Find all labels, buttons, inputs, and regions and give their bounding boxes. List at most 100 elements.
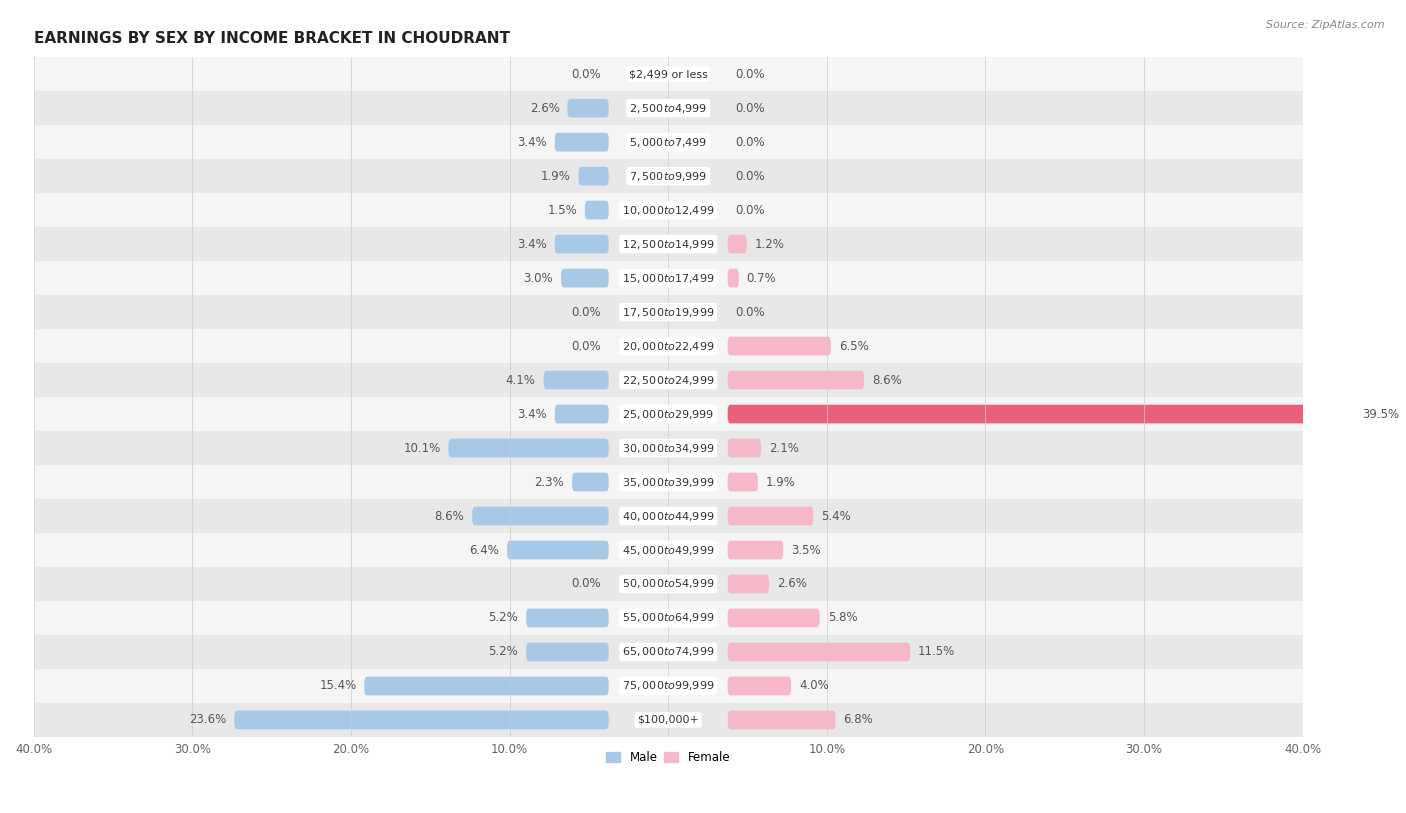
Text: $10,000 to $12,499: $10,000 to $12,499 — [621, 203, 714, 216]
Text: 0.0%: 0.0% — [735, 306, 765, 319]
Text: 0.0%: 0.0% — [735, 170, 765, 183]
Text: 0.0%: 0.0% — [735, 136, 765, 149]
Text: $40,000 to $44,999: $40,000 to $44,999 — [621, 510, 714, 523]
Text: 3.4%: 3.4% — [517, 136, 547, 149]
Text: $55,000 to $64,999: $55,000 to $64,999 — [621, 611, 714, 624]
FancyBboxPatch shape — [572, 472, 609, 491]
Text: 3.0%: 3.0% — [523, 272, 553, 285]
Bar — [34, 635, 1303, 669]
Text: $20,000 to $22,499: $20,000 to $22,499 — [621, 340, 714, 353]
Text: 2.6%: 2.6% — [530, 102, 560, 115]
Text: $50,000 to $54,999: $50,000 to $54,999 — [621, 577, 714, 590]
Text: 0.0%: 0.0% — [735, 67, 765, 80]
Bar — [34, 465, 1303, 499]
Text: 1.2%: 1.2% — [755, 237, 785, 250]
Bar — [34, 57, 1303, 91]
FancyBboxPatch shape — [728, 575, 769, 593]
FancyBboxPatch shape — [578, 167, 609, 185]
Bar — [34, 533, 1303, 567]
Text: $2,499 or less: $2,499 or less — [628, 69, 707, 79]
Bar — [34, 193, 1303, 227]
Text: 4.1%: 4.1% — [506, 373, 536, 386]
FancyBboxPatch shape — [728, 541, 783, 559]
FancyBboxPatch shape — [472, 506, 609, 525]
Text: $17,500 to $19,999: $17,500 to $19,999 — [621, 306, 714, 319]
FancyBboxPatch shape — [585, 201, 609, 220]
Text: $75,000 to $99,999: $75,000 to $99,999 — [621, 680, 714, 693]
FancyBboxPatch shape — [728, 405, 1354, 424]
Text: 11.5%: 11.5% — [918, 646, 955, 659]
Text: 2.6%: 2.6% — [778, 577, 807, 590]
Legend: Male, Female: Male, Female — [602, 746, 735, 768]
Bar — [34, 431, 1303, 465]
Bar — [34, 227, 1303, 261]
Text: 6.8%: 6.8% — [844, 714, 873, 727]
Text: 2.1%: 2.1% — [769, 441, 799, 454]
Text: 39.5%: 39.5% — [1362, 407, 1399, 420]
Text: 8.6%: 8.6% — [872, 373, 901, 386]
Bar — [34, 499, 1303, 533]
Text: 23.6%: 23.6% — [188, 714, 226, 727]
FancyBboxPatch shape — [728, 676, 792, 695]
Bar — [34, 669, 1303, 703]
Bar — [34, 397, 1303, 431]
FancyBboxPatch shape — [728, 711, 835, 729]
FancyBboxPatch shape — [728, 269, 738, 288]
FancyBboxPatch shape — [235, 711, 609, 729]
Text: EARNINGS BY SEX BY INCOME BRACKET IN CHOUDRANT: EARNINGS BY SEX BY INCOME BRACKET IN CHO… — [34, 31, 509, 46]
Text: 0.0%: 0.0% — [735, 203, 765, 216]
FancyBboxPatch shape — [364, 676, 609, 695]
Text: 8.6%: 8.6% — [434, 510, 464, 523]
FancyBboxPatch shape — [449, 439, 609, 458]
Text: $7,500 to $9,999: $7,500 to $9,999 — [628, 170, 707, 183]
Text: 5.4%: 5.4% — [821, 510, 851, 523]
Text: 3.5%: 3.5% — [792, 544, 821, 557]
Text: 4.0%: 4.0% — [799, 680, 828, 693]
Text: $35,000 to $39,999: $35,000 to $39,999 — [621, 476, 714, 489]
FancyBboxPatch shape — [728, 609, 820, 628]
Text: 1.9%: 1.9% — [541, 170, 571, 183]
Text: 3.4%: 3.4% — [517, 237, 547, 250]
Text: 0.7%: 0.7% — [747, 272, 776, 285]
Text: 5.2%: 5.2% — [488, 611, 519, 624]
Bar — [34, 261, 1303, 295]
FancyBboxPatch shape — [508, 541, 609, 559]
Text: $2,500 to $4,999: $2,500 to $4,999 — [628, 102, 707, 115]
FancyBboxPatch shape — [728, 642, 910, 661]
FancyBboxPatch shape — [561, 269, 609, 288]
Text: 5.8%: 5.8% — [828, 611, 858, 624]
Text: 0.0%: 0.0% — [571, 340, 600, 353]
Bar — [34, 567, 1303, 601]
Bar — [34, 329, 1303, 363]
Text: $22,500 to $24,999: $22,500 to $24,999 — [621, 373, 714, 386]
Text: 0.0%: 0.0% — [735, 102, 765, 115]
FancyBboxPatch shape — [728, 337, 831, 355]
Text: $5,000 to $7,499: $5,000 to $7,499 — [628, 136, 707, 149]
Bar — [34, 125, 1303, 159]
Text: 6.4%: 6.4% — [470, 544, 499, 557]
Text: 15.4%: 15.4% — [319, 680, 357, 693]
Text: 5.2%: 5.2% — [488, 646, 519, 659]
Text: 2.3%: 2.3% — [534, 476, 564, 489]
Bar — [34, 159, 1303, 193]
Text: $65,000 to $74,999: $65,000 to $74,999 — [621, 646, 714, 659]
Bar — [34, 295, 1303, 329]
FancyBboxPatch shape — [555, 405, 609, 424]
Text: 0.0%: 0.0% — [571, 577, 600, 590]
FancyBboxPatch shape — [544, 371, 609, 389]
Bar — [34, 703, 1303, 737]
Bar — [34, 601, 1303, 635]
FancyBboxPatch shape — [728, 506, 813, 525]
Text: 3.4%: 3.4% — [517, 407, 547, 420]
Text: $25,000 to $29,999: $25,000 to $29,999 — [621, 407, 714, 420]
Text: Source: ZipAtlas.com: Source: ZipAtlas.com — [1267, 20, 1385, 30]
FancyBboxPatch shape — [526, 609, 609, 628]
Text: 1.5%: 1.5% — [547, 203, 576, 216]
Text: $45,000 to $49,999: $45,000 to $49,999 — [621, 544, 714, 557]
Text: 10.1%: 10.1% — [404, 441, 440, 454]
Text: $30,000 to $34,999: $30,000 to $34,999 — [621, 441, 714, 454]
Text: 0.0%: 0.0% — [571, 67, 600, 80]
FancyBboxPatch shape — [526, 642, 609, 661]
FancyBboxPatch shape — [555, 235, 609, 254]
FancyBboxPatch shape — [728, 472, 758, 491]
